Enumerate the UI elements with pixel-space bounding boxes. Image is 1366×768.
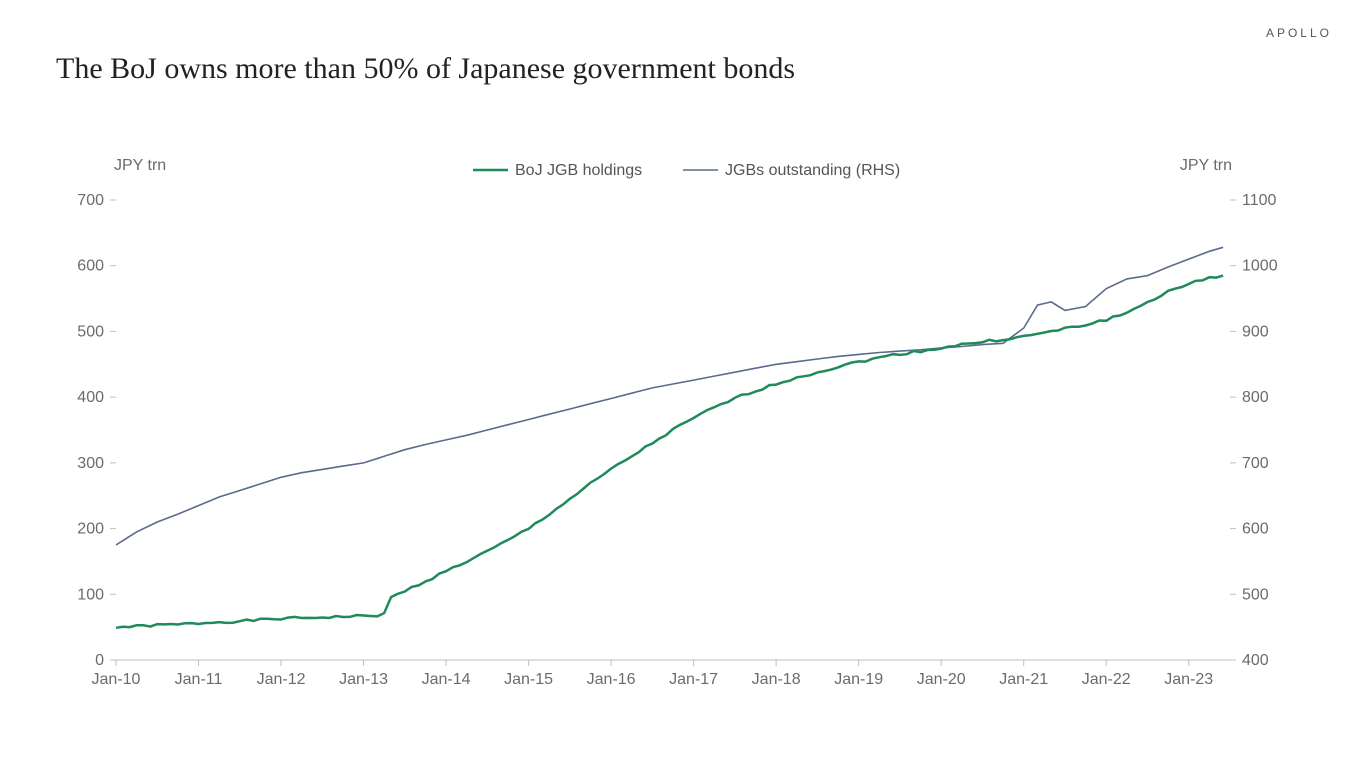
left-tick-label: 500 [77, 323, 104, 340]
x-tick-label: Jan-12 [257, 671, 306, 688]
series-jgbs-outstanding [116, 247, 1223, 545]
left-tick-label: 300 [77, 455, 104, 472]
x-tick-label: Jan-15 [504, 671, 553, 688]
line-chart: JPY trn JPY trn 0 100 200 300 400 500 600 700 400 5… [56, 150, 1310, 710]
left-tick-label: 0 [95, 652, 104, 669]
right-tick-label: 1000 [1242, 258, 1278, 275]
right-tick-label: 800 [1242, 389, 1269, 406]
chart-container: JPY trn JPY trn 0 100 200 300 400 500 600 700 400 5… [56, 150, 1310, 710]
left-tick-label: 600 [77, 258, 104, 275]
x-tick-label: Jan-16 [587, 671, 636, 688]
x-tick-label: Jan-11 [175, 671, 223, 688]
brand-logo: APOLLO [1266, 26, 1332, 40]
left-tick-label: 700 [77, 192, 104, 209]
right-tick-label: 600 [1242, 521, 1269, 538]
x-tick-label: Jan-17 [669, 671, 718, 688]
x-tick-label: Jan-19 [834, 671, 883, 688]
right-tick-label: 900 [1242, 323, 1269, 340]
x-tick-label: Jan-10 [92, 671, 141, 688]
left-tick-label: 100 [77, 586, 104, 603]
chart-title: The BoJ owns more than 50% of Japanese g… [56, 52, 795, 86]
right-tick-label: 500 [1242, 586, 1269, 603]
left-axis-title: JPY trn [114, 157, 166, 174]
series-boj-holdings [116, 276, 1223, 628]
x-tick-label: Jan-21 [999, 671, 1048, 688]
left-tick-label: 400 [77, 389, 104, 406]
x-tick-label: Jan-23 [1164, 671, 1213, 688]
right-tick-label: 400 [1242, 652, 1269, 669]
right-tick-label: 1100 [1242, 192, 1277, 209]
legend-label-jgbs: JGBs outstanding (RHS) [725, 162, 900, 179]
x-tick-label: Jan-14 [422, 671, 471, 688]
left-tick-label: 200 [77, 521, 104, 538]
x-tick-label: Jan-13 [339, 671, 388, 688]
right-tick-label: 700 [1242, 455, 1269, 472]
right-axis-title: JPY trn [1180, 157, 1232, 174]
legend-label-boj: BoJ JGB holdings [515, 162, 642, 179]
x-tick-label: Jan-18 [752, 671, 801, 688]
x-tick-label: Jan-20 [917, 671, 966, 688]
x-tick-label: Jan-22 [1082, 671, 1131, 688]
